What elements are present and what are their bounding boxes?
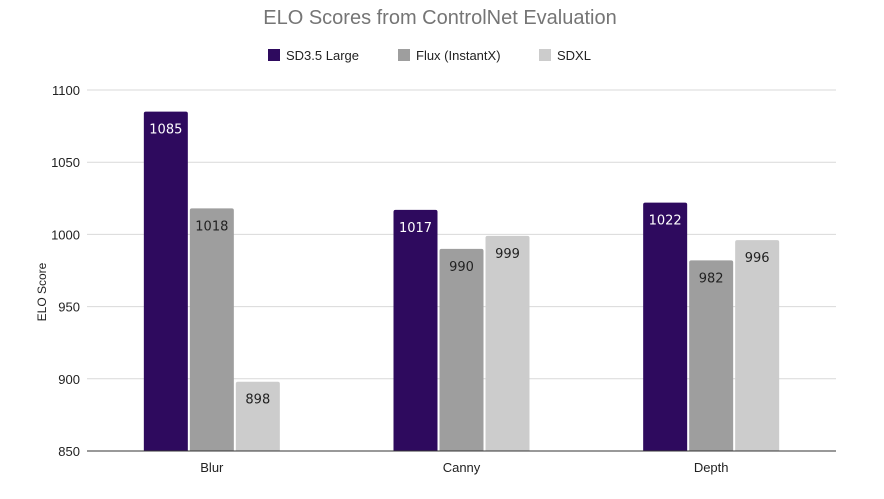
y-tick-label: 1000 (51, 227, 80, 242)
y-tick-label: 900 (58, 372, 80, 387)
y-tick-label: 850 (58, 444, 80, 459)
legend-label: Flux (InstantX) (416, 48, 501, 63)
data-label: 990 (449, 260, 474, 275)
x-axis-ticks: Blur Canny Depth (200, 460, 728, 475)
legend-swatch (539, 49, 551, 61)
bar (485, 235, 530, 451)
legend-label: SDXL (557, 48, 591, 63)
bar (689, 260, 734, 451)
legend-label: SD3.5 Large (286, 48, 359, 63)
x-tick-label: Depth (694, 460, 729, 475)
y-tick-label: 950 (58, 300, 80, 315)
bar (735, 240, 780, 451)
x-tick-label: Blur (200, 460, 224, 475)
data-label: 1022 (649, 214, 682, 229)
data-label: 1018 (195, 219, 228, 234)
y-axis-ticks: 850 900 950 1000 1050 1100 (51, 83, 80, 459)
legend-swatch (398, 49, 410, 61)
bar (643, 202, 688, 451)
bar (439, 248, 484, 451)
x-tick-label: Canny (443, 460, 481, 475)
bar (393, 209, 438, 451)
y-tick-label: 1050 (51, 155, 80, 170)
data-label: 1017 (399, 221, 432, 236)
y-tick-label: 1100 (52, 83, 80, 98)
chart-title: ELO Scores from ControlNet Evaluation (263, 7, 617, 29)
legend: SD3.5 Large Flux (InstantX) SDXL (268, 48, 591, 63)
data-label: 898 (245, 393, 270, 408)
y-axis-title: ELO Score (35, 262, 49, 321)
legend-swatch (268, 49, 280, 61)
bar (189, 208, 234, 451)
data-label: 999 (495, 247, 520, 262)
data-label: 1085 (149, 123, 182, 138)
data-labels: 1085 1018 898 1017 990 999 1022 982 996 (149, 123, 769, 408)
data-label: 982 (699, 271, 724, 286)
data-label: 996 (745, 251, 770, 266)
bars (143, 111, 780, 451)
bar (143, 111, 188, 451)
bar (235, 381, 280, 451)
